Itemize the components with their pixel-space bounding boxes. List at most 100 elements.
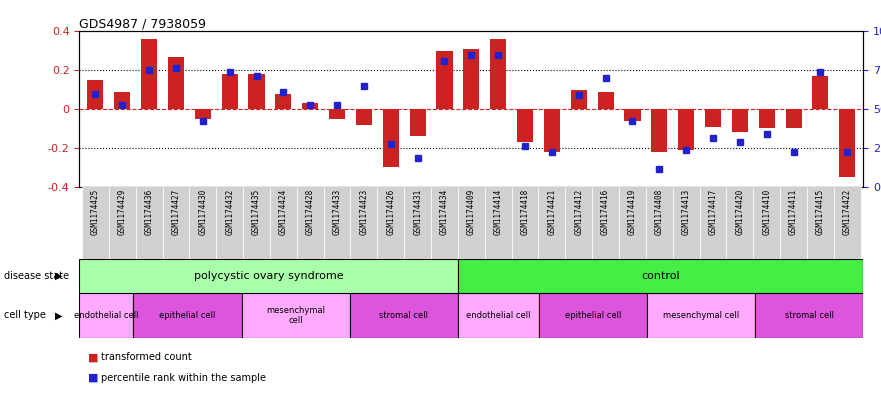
Text: GSM1174413: GSM1174413 bbox=[682, 189, 691, 235]
Text: GSM1174422: GSM1174422 bbox=[843, 189, 852, 235]
Text: GSM1174416: GSM1174416 bbox=[601, 189, 611, 235]
Bar bbox=[759, 109, 774, 129]
Bar bbox=[755, 293, 863, 338]
Bar bbox=[619, 187, 646, 259]
Text: percentile rank within the sample: percentile rank within the sample bbox=[101, 373, 266, 383]
Text: GSM1174424: GSM1174424 bbox=[279, 189, 288, 235]
Text: mesenchymal
cell: mesenchymal cell bbox=[266, 306, 325, 325]
Text: control: control bbox=[641, 271, 680, 281]
Bar bbox=[222, 74, 238, 109]
Bar bbox=[651, 109, 668, 152]
Bar bbox=[678, 109, 694, 150]
Bar bbox=[109, 187, 136, 259]
Bar bbox=[79, 259, 458, 293]
Text: transformed count: transformed count bbox=[101, 352, 192, 362]
Bar bbox=[840, 109, 855, 177]
Bar bbox=[87, 80, 103, 109]
Bar bbox=[538, 187, 566, 259]
Text: cell type: cell type bbox=[4, 310, 47, 320]
Text: GSM1174430: GSM1174430 bbox=[198, 189, 207, 235]
Text: GSM1174434: GSM1174434 bbox=[440, 189, 449, 235]
Text: GSM1174417: GSM1174417 bbox=[708, 189, 717, 235]
Text: disease state: disease state bbox=[4, 271, 70, 281]
Text: GSM1174423: GSM1174423 bbox=[359, 189, 368, 235]
Text: GSM1174409: GSM1174409 bbox=[467, 189, 476, 235]
Text: ■: ■ bbox=[88, 352, 99, 362]
Text: mesenchymal cell: mesenchymal cell bbox=[663, 311, 739, 320]
Text: GSM1174415: GSM1174415 bbox=[816, 189, 825, 235]
Text: GSM1174425: GSM1174425 bbox=[91, 189, 100, 235]
Bar bbox=[136, 187, 162, 259]
Bar bbox=[82, 187, 109, 259]
Bar bbox=[141, 39, 157, 109]
Bar bbox=[732, 109, 748, 132]
Text: stromal cell: stromal cell bbox=[379, 311, 428, 320]
Bar bbox=[485, 187, 512, 259]
Text: GSM1174427: GSM1174427 bbox=[172, 189, 181, 235]
Text: GSM1174418: GSM1174418 bbox=[521, 189, 529, 235]
Bar bbox=[162, 187, 189, 259]
Text: GSM1174436: GSM1174436 bbox=[144, 189, 153, 235]
Bar bbox=[517, 109, 533, 142]
Bar bbox=[463, 49, 479, 109]
Bar bbox=[79, 293, 133, 338]
Text: stromal cell: stromal cell bbox=[785, 311, 833, 320]
Bar bbox=[168, 57, 184, 109]
Bar bbox=[592, 187, 619, 259]
Bar bbox=[539, 293, 647, 338]
Bar bbox=[356, 109, 372, 125]
Text: GSM1174426: GSM1174426 bbox=[386, 189, 396, 235]
Bar bbox=[431, 187, 458, 259]
Bar bbox=[753, 187, 781, 259]
Bar bbox=[512, 187, 538, 259]
Bar bbox=[216, 187, 243, 259]
Bar bbox=[329, 109, 345, 119]
Text: ▶: ▶ bbox=[55, 310, 63, 320]
Bar bbox=[458, 187, 485, 259]
Bar bbox=[270, 187, 297, 259]
Bar bbox=[410, 109, 426, 136]
Text: epithelial cell: epithelial cell bbox=[565, 311, 621, 320]
Bar bbox=[351, 187, 377, 259]
Bar bbox=[700, 187, 727, 259]
Bar bbox=[646, 187, 673, 259]
Bar bbox=[404, 187, 431, 259]
Text: GSM1174432: GSM1174432 bbox=[226, 189, 234, 235]
Text: GDS4987 / 7938059: GDS4987 / 7938059 bbox=[79, 17, 206, 30]
Bar bbox=[705, 109, 721, 127]
Text: GSM1174420: GSM1174420 bbox=[736, 189, 744, 235]
Bar bbox=[625, 109, 640, 121]
Bar bbox=[275, 94, 292, 109]
Text: GSM1174412: GSM1174412 bbox=[574, 189, 583, 235]
Bar bbox=[382, 109, 399, 167]
Bar bbox=[377, 187, 404, 259]
Bar bbox=[781, 187, 807, 259]
Bar bbox=[189, 187, 216, 259]
Bar bbox=[647, 293, 755, 338]
Text: GSM1174419: GSM1174419 bbox=[628, 189, 637, 235]
Text: GSM1174428: GSM1174428 bbox=[306, 189, 315, 235]
Bar bbox=[571, 90, 587, 109]
Text: endothelial cell: endothelial cell bbox=[466, 311, 530, 320]
Bar bbox=[597, 92, 614, 109]
Bar bbox=[241, 293, 350, 338]
Bar bbox=[248, 74, 264, 109]
Bar bbox=[350, 293, 458, 338]
Text: polycystic ovary syndrome: polycystic ovary syndrome bbox=[194, 271, 344, 281]
Bar bbox=[544, 109, 560, 152]
Bar bbox=[458, 293, 539, 338]
Text: GSM1174431: GSM1174431 bbox=[413, 189, 422, 235]
Text: GSM1174414: GSM1174414 bbox=[493, 189, 503, 235]
Text: GSM1174429: GSM1174429 bbox=[118, 189, 127, 235]
Bar bbox=[566, 187, 592, 259]
Bar bbox=[673, 187, 700, 259]
Bar bbox=[323, 187, 351, 259]
Text: GSM1174410: GSM1174410 bbox=[762, 189, 771, 235]
Text: ■: ■ bbox=[88, 373, 99, 383]
Bar bbox=[807, 187, 833, 259]
Bar bbox=[243, 187, 270, 259]
Bar bbox=[458, 259, 863, 293]
Bar bbox=[833, 187, 861, 259]
Bar bbox=[195, 109, 211, 119]
Bar bbox=[812, 76, 828, 109]
